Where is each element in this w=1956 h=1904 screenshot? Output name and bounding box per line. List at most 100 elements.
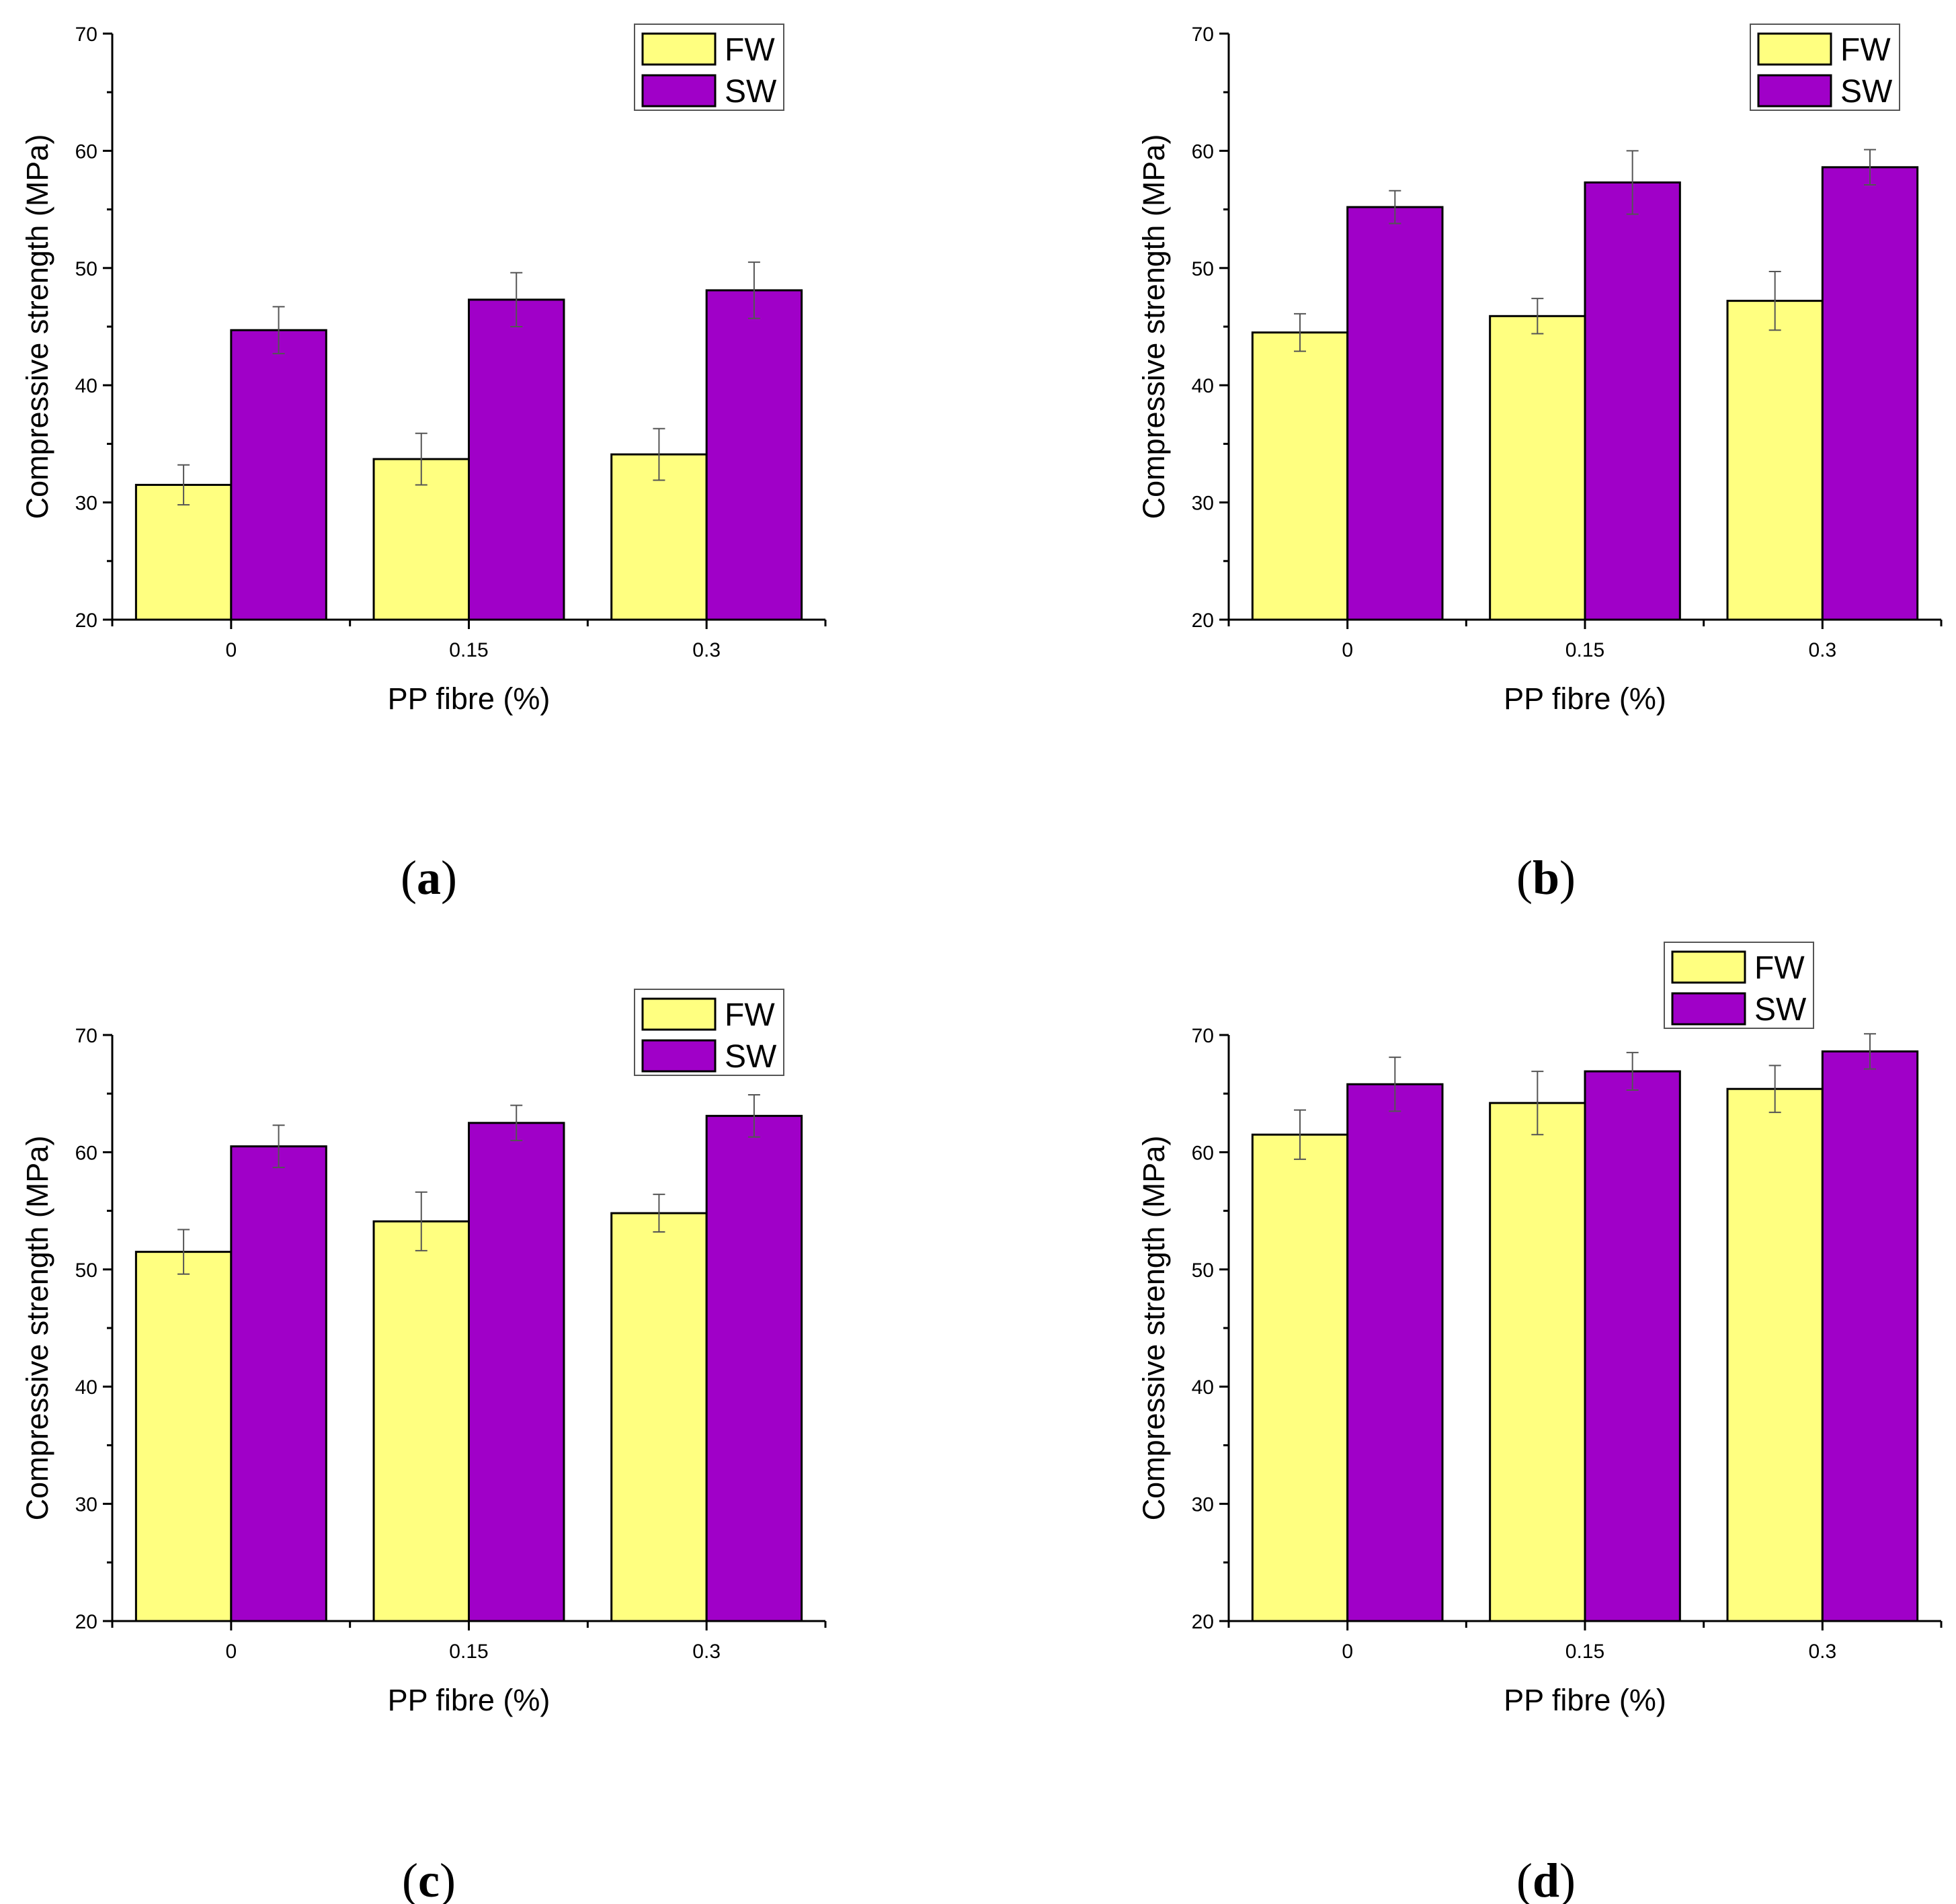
error-bar-fw-0.3 bbox=[653, 427, 665, 481]
legend-swatch-sw bbox=[641, 74, 717, 108]
bar-sw-0.3 bbox=[705, 289, 803, 621]
error-bar-sw-0.15 bbox=[1626, 150, 1639, 215]
legend: FW SW bbox=[1664, 942, 1814, 1029]
error-bar-sw-0.15 bbox=[510, 1104, 523, 1141]
bar-sw-0.3 bbox=[1821, 166, 1919, 621]
bar-fw-0.3 bbox=[1726, 300, 1824, 621]
y-tick-label: 60 bbox=[1192, 1142, 1214, 1164]
bar-fw-0.15 bbox=[1489, 315, 1586, 621]
error-bar-fw-0 bbox=[1294, 1109, 1306, 1160]
x-axis-title: PP fibre (%) bbox=[388, 1683, 551, 1717]
bar-fw-0 bbox=[1251, 1133, 1349, 1622]
y-tick-label: 40 bbox=[1192, 375, 1214, 397]
error-bar-fw-0.15 bbox=[1531, 298, 1544, 335]
legend-label-sw: SW bbox=[725, 74, 777, 110]
bar-fw-0.3 bbox=[610, 1212, 708, 1622]
y-tick-label: 40 bbox=[75, 375, 97, 397]
y-tick-label: 30 bbox=[75, 493, 97, 515]
bar-sw-0 bbox=[1346, 206, 1444, 621]
error-bar-fw-0 bbox=[1294, 313, 1306, 352]
bar-sw-0.15 bbox=[468, 1122, 565, 1622]
y-tick-label: 50 bbox=[75, 1259, 97, 1282]
x-axis-title: PP fibre (%) bbox=[1504, 1683, 1666, 1717]
legend-label-sw: SW bbox=[1754, 992, 1807, 1028]
x-tick-label: 0 bbox=[225, 1641, 237, 1663]
y-tick-label: 30 bbox=[1192, 1494, 1214, 1516]
y-tick-label: 20 bbox=[75, 610, 97, 632]
error-bar-sw-0.3 bbox=[747, 1093, 760, 1138]
x-tick-label: 0 bbox=[1342, 1641, 1353, 1663]
bar-fw-0 bbox=[1251, 331, 1349, 621]
legend-swatch-fw bbox=[1757, 32, 1832, 66]
bar-fw-0.15 bbox=[372, 1220, 470, 1622]
y-axis-title: Compressive strength (MPa) bbox=[1137, 1136, 1171, 1521]
y-tick-label: 60 bbox=[75, 1142, 97, 1164]
panel-label: (d) bbox=[1516, 1854, 1576, 1904]
error-bar-sw-0 bbox=[272, 306, 285, 355]
error-bar-sw-0.3 bbox=[1864, 149, 1876, 185]
y-tick-label: 70 bbox=[75, 24, 97, 46]
chart-panel-c: 20 30 40 50 60 70 0 0.15 0.3 PP fibre (%) Compress… bbox=[20, 989, 827, 1904]
bar-fw-0 bbox=[134, 1251, 233, 1622]
error-bar-fw-0.3 bbox=[1768, 271, 1781, 331]
legend-label-fw: FW bbox=[725, 32, 775, 68]
bar-sw-0.3 bbox=[1821, 1050, 1919, 1622]
error-bar-sw-0 bbox=[1389, 1057, 1401, 1112]
x-tick-label: 0.3 bbox=[1808, 639, 1836, 661]
error-bar-fw-0.15 bbox=[415, 432, 427, 486]
legend: FW SW bbox=[1750, 24, 1900, 111]
bar-sw-0 bbox=[1346, 1083, 1444, 1622]
y-tick-label: 50 bbox=[1192, 258, 1214, 280]
legend-swatch-fw bbox=[641, 32, 717, 66]
error-bar-fw-0.3 bbox=[1768, 1065, 1781, 1114]
error-bar-sw-0 bbox=[272, 1124, 285, 1169]
legend-swatch-fw bbox=[641, 997, 717, 1031]
panel-label: (a) bbox=[401, 851, 457, 905]
error-bar-sw-0.15 bbox=[510, 272, 523, 327]
panel-label: (b) bbox=[1516, 851, 1576, 905]
y-tick-label: 20 bbox=[1192, 610, 1214, 632]
y-tick-label: 60 bbox=[75, 140, 97, 163]
legend-swatch-sw bbox=[1757, 74, 1832, 108]
legend-swatch-sw bbox=[1671, 992, 1746, 1026]
bar-fw-0.3 bbox=[1726, 1087, 1824, 1622]
error-bar-sw-0.3 bbox=[1864, 1033, 1876, 1070]
legend: FW SW bbox=[634, 24, 784, 111]
y-axis-title: Compressive strength (MPa) bbox=[20, 134, 54, 520]
chart-panel-d: 20 30 40 50 60 70 0 0.15 0.3 PP fibre (%) Compress… bbox=[1137, 942, 1943, 1904]
x-tick-label: 0.3 bbox=[1808, 1641, 1836, 1663]
x-tick-label: 0 bbox=[1342, 639, 1353, 661]
y-tick-label: 70 bbox=[75, 1025, 97, 1047]
legend: FW SW bbox=[634, 989, 784, 1076]
legend-swatch-fw bbox=[1671, 950, 1746, 984]
bar-fw-0.15 bbox=[1489, 1102, 1586, 1622]
bar-fw-0 bbox=[134, 483, 233, 621]
y-axis-title: Compressive strength (MPa) bbox=[20, 1136, 54, 1521]
x-axis-title: PP fibre (%) bbox=[1504, 681, 1666, 716]
panel-label: (c) bbox=[402, 1854, 456, 1904]
x-tick-label: 0.15 bbox=[449, 639, 488, 661]
y-tick-label: 70 bbox=[1192, 1025, 1214, 1047]
x-axis-title: PP fibre (%) bbox=[388, 681, 551, 716]
y-tick-label: 20 bbox=[75, 1611, 97, 1633]
x-tick-label: 0.15 bbox=[1565, 1641, 1604, 1663]
y-tick-label: 70 bbox=[1192, 24, 1214, 46]
legend-swatch-sw bbox=[641, 1039, 717, 1073]
y-tick-label: 50 bbox=[75, 258, 97, 280]
legend-label-fw: FW bbox=[725, 997, 775, 1033]
error-bar-sw-0.3 bbox=[747, 261, 760, 319]
error-bar-sw-0 bbox=[1389, 190, 1401, 224]
legend-label-fw: FW bbox=[1840, 32, 1891, 68]
y-tick-label: 50 bbox=[1192, 1259, 1214, 1282]
bar-sw-0.3 bbox=[705, 1114, 803, 1622]
legend-label-sw: SW bbox=[1840, 74, 1893, 110]
x-tick-label: 0.3 bbox=[692, 639, 721, 661]
y-tick-label: 40 bbox=[75, 1376, 97, 1399]
error-bar-fw-0 bbox=[177, 1229, 190, 1275]
chart-panel-a: 20 30 40 50 60 70 0 0.15 0.3 PP fibre (%) Compress… bbox=[20, 24, 827, 905]
y-tick-label: 60 bbox=[1192, 140, 1214, 163]
legend-label-fw: FW bbox=[1754, 950, 1805, 986]
y-tick-label: 40 bbox=[1192, 1376, 1214, 1399]
error-bar-fw-0 bbox=[177, 464, 190, 506]
